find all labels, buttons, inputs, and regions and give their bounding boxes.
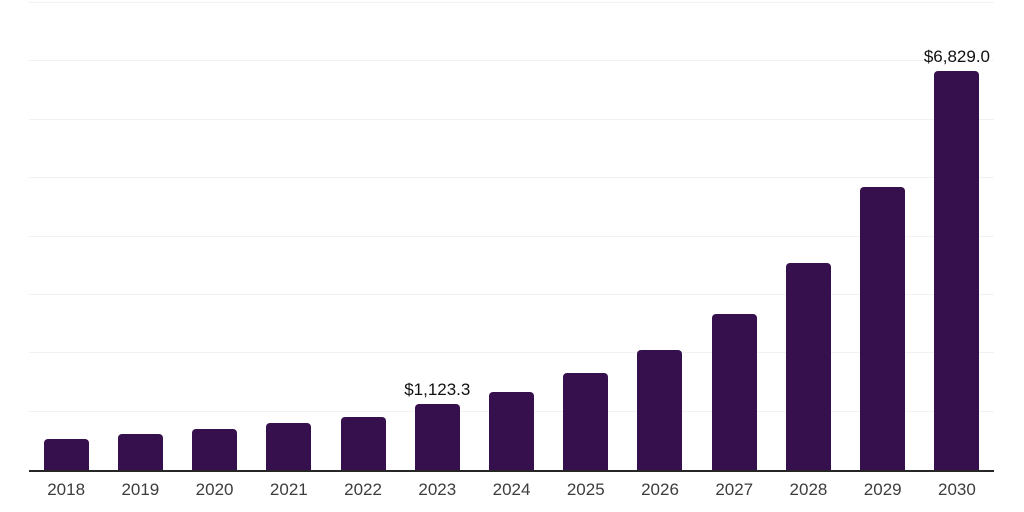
gridline-6000 [29, 118, 994, 120]
bar-slot-2030: $6,829.0 [920, 3, 994, 470]
bar-slot-2020 [177, 3, 251, 470]
x-tick-2025: 2025 [566, 480, 605, 499]
gridline-8000 [29, 2, 994, 3]
x-tick-2023: 2023 [418, 480, 457, 499]
x-tick-2024: 2024 [492, 480, 531, 499]
plot-area: $1,123.3 $6,829.0 [29, 2, 994, 472]
data-label-2030: $6,829.0 [923, 47, 991, 67]
x-tick-2030: 2030 [938, 480, 976, 499]
bar-2028 [785, 263, 831, 470]
bar-slot-2019 [103, 3, 177, 470]
bar-slot-2026 [623, 3, 697, 470]
x-tick-2020: 2020 [195, 480, 234, 499]
bar-2021 [266, 423, 312, 470]
bar-2019 [117, 433, 163, 470]
bar-2022 [340, 416, 386, 470]
bar-slot-2023: $1,123.3 [400, 3, 474, 470]
bar-slot-2029 [846, 3, 920, 470]
bar-slot-2025 [549, 3, 623, 470]
gridline-3000 [29, 293, 994, 295]
bar-slot-2022 [326, 3, 400, 470]
bar-2030 [934, 71, 980, 470]
x-tick-2018: 2018 [47, 480, 86, 499]
x-tick-2019: 2019 [121, 480, 160, 499]
gridline-5000 [29, 177, 994, 179]
gridline-7000 [29, 60, 994, 62]
x-tick-2022: 2022 [344, 480, 382, 499]
bar-2023 [414, 404, 460, 470]
x-tick-2029: 2029 [863, 480, 902, 499]
bar-2026 [637, 350, 683, 470]
x-axis-labels: 2018 2019 2020 2021 2022 2023 2024 2025 2026 2027… [29, 479, 994, 501]
bar-slot-2028 [771, 3, 845, 470]
bars-container: $1,123.3 $6,829.0 [29, 3, 994, 470]
bar-2024 [489, 391, 535, 470]
x-axis-line [29, 470, 994, 472]
bar-slot-2027 [697, 3, 771, 470]
gridline-2000 [29, 352, 994, 354]
bar-2027 [711, 314, 757, 470]
bar-slot-2018 [29, 3, 103, 470]
bar-2029 [860, 186, 906, 470]
bar-2018 [43, 439, 89, 470]
x-tick-2021: 2021 [269, 480, 308, 499]
x-tick-2026: 2026 [641, 480, 679, 499]
x-tick-2027: 2027 [715, 480, 754, 499]
bar-slot-2021 [252, 3, 326, 470]
data-label-2023: $1,123.3 [404, 380, 471, 400]
bar-slot-2024 [474, 3, 548, 470]
gridline-4000 [29, 235, 994, 237]
x-tick-2028: 2028 [789, 480, 828, 499]
bar-2025 [563, 373, 609, 470]
bar-2020 [192, 428, 238, 470]
